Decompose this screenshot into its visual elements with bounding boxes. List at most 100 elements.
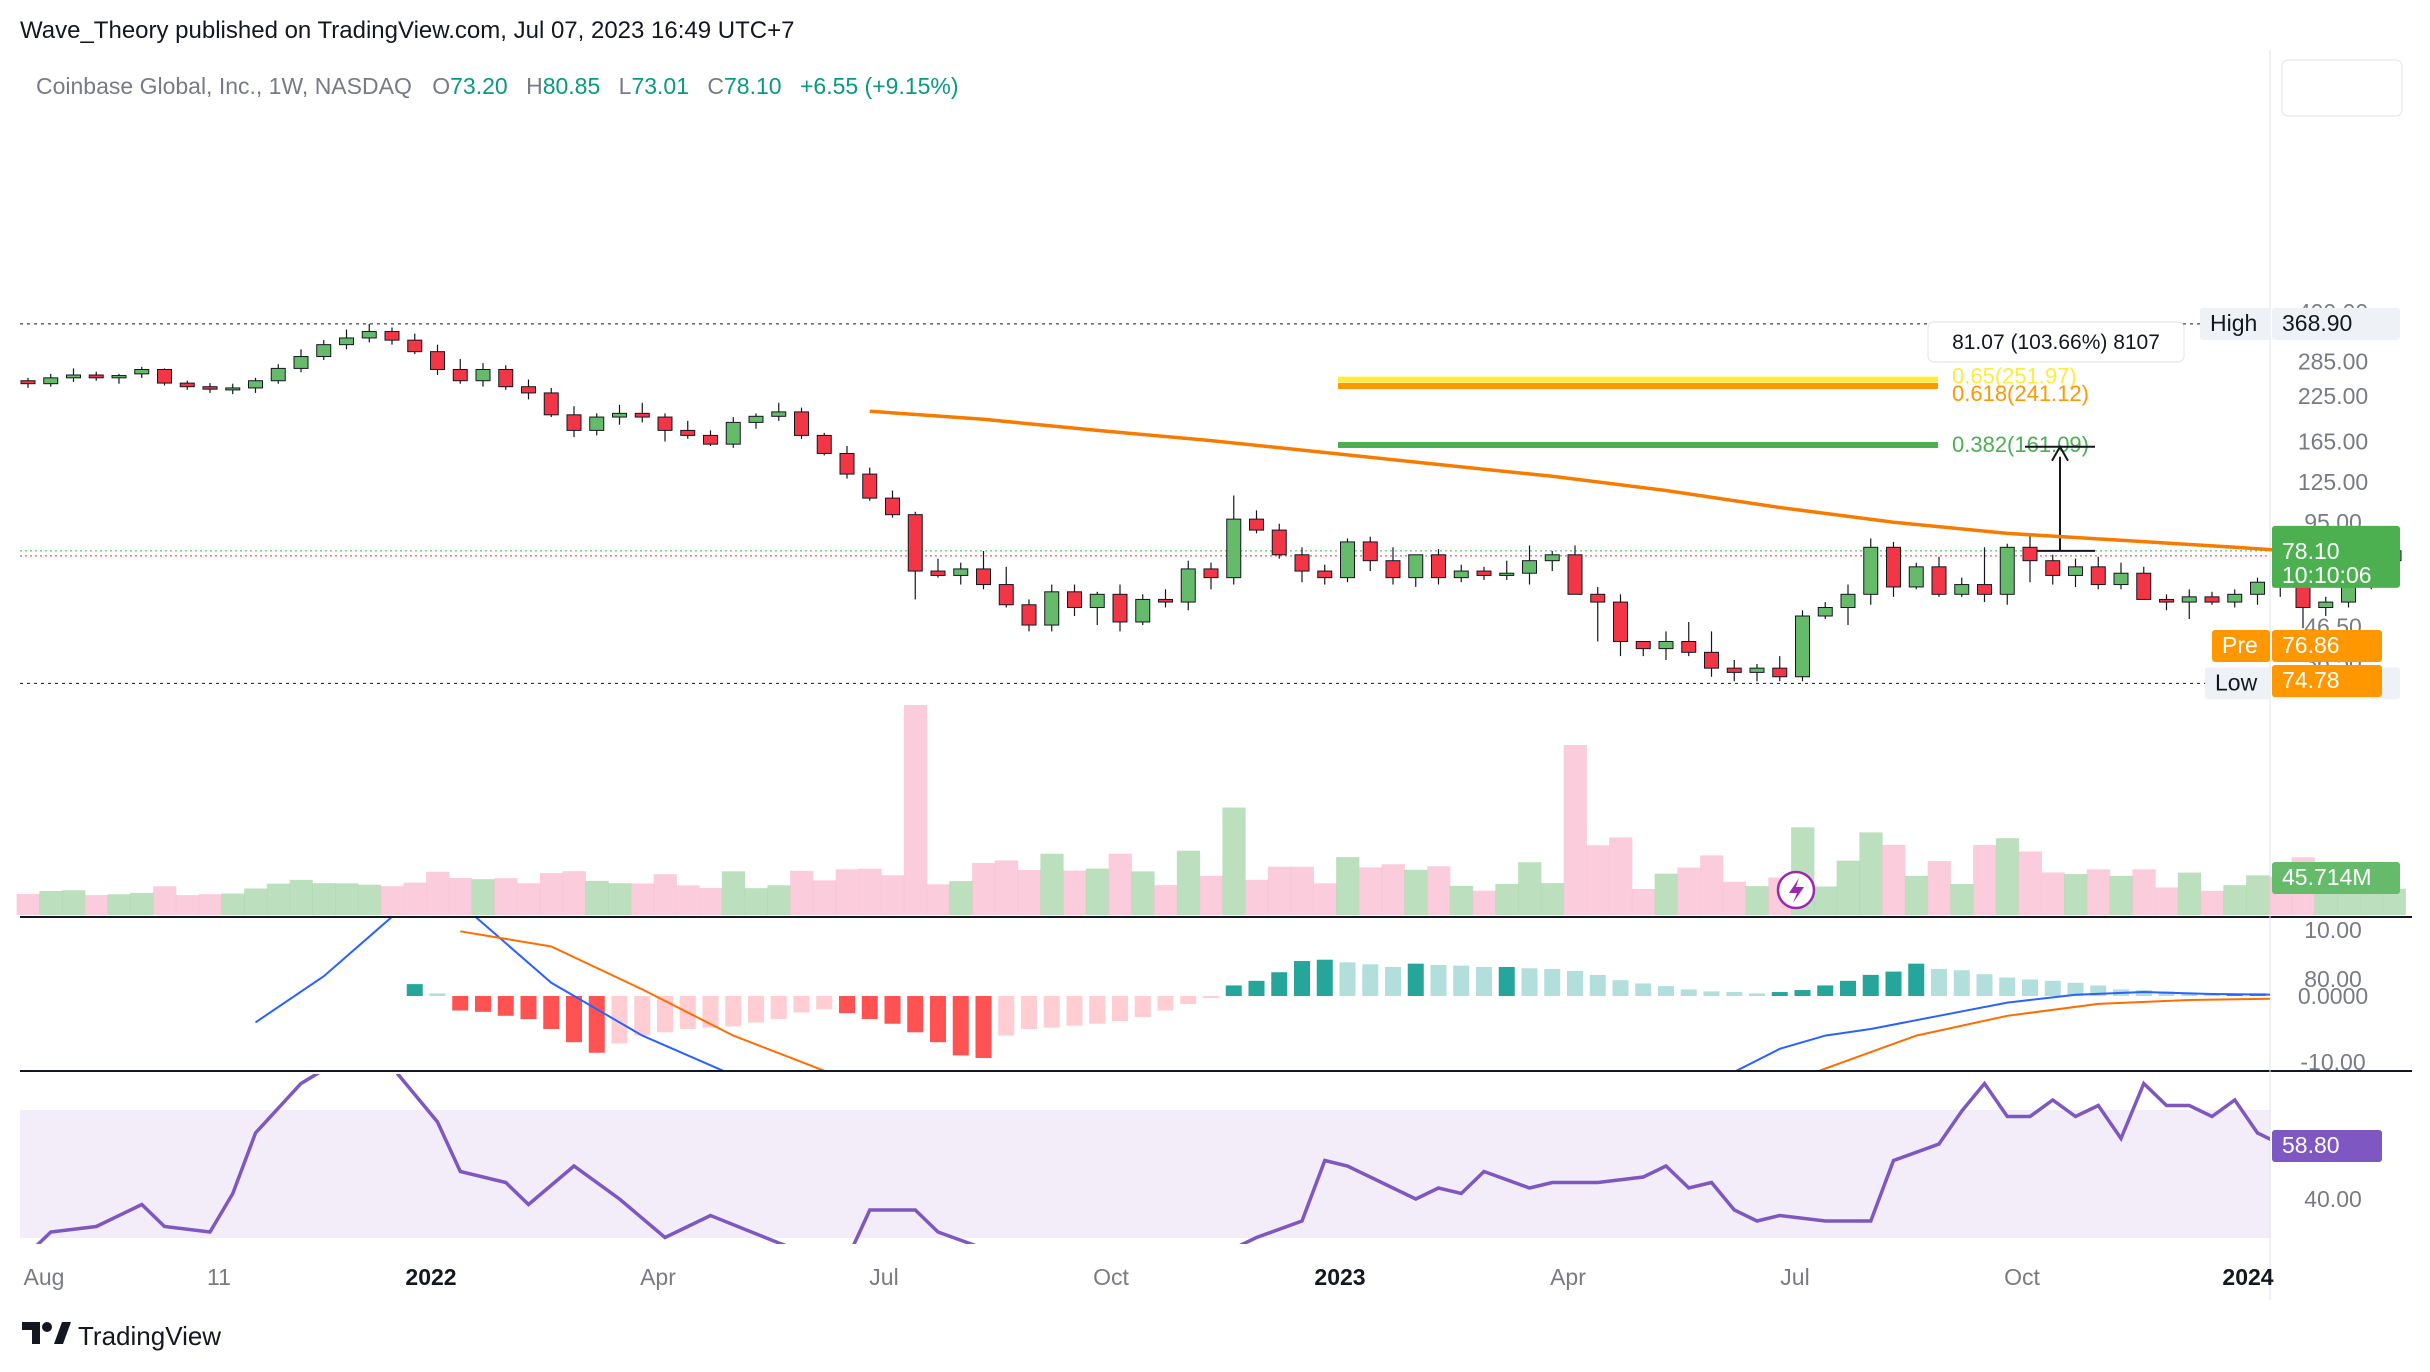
time-tick: Apr bbox=[1550, 1264, 1586, 1290]
volume-bar bbox=[881, 875, 905, 915]
rsi-tick: 80.00 bbox=[2304, 966, 2362, 992]
candle-body bbox=[202, 386, 218, 390]
candle-down bbox=[1635, 640, 1651, 657]
candle-down bbox=[1476, 566, 1492, 580]
macd-histogram-bar bbox=[1885, 971, 1902, 996]
volume-bar bbox=[835, 869, 859, 915]
volume-bar bbox=[790, 870, 814, 915]
volume-bar bbox=[972, 863, 996, 915]
volume-bar bbox=[1495, 883, 1519, 915]
candle-up bbox=[361, 323, 377, 343]
candle-body bbox=[1271, 529, 1287, 556]
volume-bar bbox=[767, 885, 791, 915]
volume-bar bbox=[2200, 890, 2224, 915]
volume-bar bbox=[312, 883, 336, 915]
volume-bar bbox=[153, 886, 177, 915]
volume-bar bbox=[1745, 886, 1769, 915]
candle-down bbox=[2090, 556, 2106, 590]
macd-histogram-bar bbox=[1316, 959, 1333, 996]
high-tag: High bbox=[2210, 310, 2257, 336]
macd-histogram-bar bbox=[566, 996, 582, 1043]
pre-tag: Pre bbox=[2222, 632, 2258, 658]
volume-bar bbox=[62, 890, 86, 915]
candle-body bbox=[1476, 570, 1492, 576]
time-tick: 2022 bbox=[405, 1264, 456, 1290]
time-tick: 2023 bbox=[1314, 1264, 1365, 1290]
candle-body bbox=[589, 416, 605, 431]
candle-up bbox=[1453, 564, 1469, 583]
candle-body bbox=[1135, 598, 1151, 623]
macd-histogram-bar bbox=[1612, 980, 1629, 996]
macd-histogram-bar bbox=[429, 993, 446, 996]
volume-bar bbox=[1358, 867, 1383, 915]
volume-bar bbox=[1700, 855, 1724, 915]
volume-bar bbox=[84, 895, 109, 915]
high-tag-bg bbox=[2200, 307, 2270, 340]
macd-tick: -10.00 bbox=[2300, 1049, 2365, 1075]
macd-histogram-bar bbox=[1112, 996, 1128, 1022]
volume-bar bbox=[1245, 879, 1269, 915]
candle-body bbox=[1158, 598, 1173, 603]
macd-histogram-bar bbox=[1134, 996, 1151, 1018]
chart-settings-button[interactable] bbox=[2281, 59, 2403, 117]
macd-histogram-bar bbox=[1589, 974, 1606, 996]
macd-histogram-bar bbox=[475, 996, 491, 1012]
candle-down bbox=[179, 380, 195, 390]
candle-body bbox=[1317, 570, 1333, 579]
macd-histogram-bar bbox=[770, 996, 787, 1020]
macd-histogram-bar bbox=[2272, 994, 2288, 996]
candle-up bbox=[1135, 594, 1151, 626]
macd-histogram-bar bbox=[1749, 993, 1765, 996]
price-tick: 165.00 bbox=[2298, 428, 2368, 454]
macd-histogram-bar bbox=[1021, 996, 1037, 1029]
macd-histogram-bar bbox=[406, 984, 423, 996]
macd-histogram-bar bbox=[1248, 980, 1265, 996]
candle-up bbox=[1795, 610, 1810, 682]
axes: 400.00285.00225.00165.00125.0095.0046.50… bbox=[24, 299, 2400, 1290]
price-tick: 225.00 bbox=[2298, 383, 2368, 409]
volume-bar bbox=[16, 893, 40, 915]
candle-body bbox=[1544, 554, 1560, 562]
volume-bar bbox=[39, 890, 63, 915]
volume-bar bbox=[630, 883, 655, 915]
candle-body bbox=[1567, 554, 1583, 595]
volume-bar bbox=[471, 879, 495, 915]
volume-bar bbox=[1518, 862, 1542, 915]
volume-bar bbox=[1654, 873, 1678, 915]
candle-down bbox=[1613, 594, 1628, 657]
volume-bar bbox=[2018, 851, 2042, 915]
candle-body bbox=[1772, 667, 1788, 678]
macd-histogram-bar bbox=[2181, 992, 2198, 996]
high-value: 368.90 bbox=[2282, 310, 2352, 336]
candle-body bbox=[225, 387, 241, 391]
time-tick: Jul bbox=[869, 1264, 898, 1290]
candle-body bbox=[1044, 591, 1060, 626]
price-tick: 125.00 bbox=[2298, 469, 2368, 495]
volume-bar bbox=[1586, 845, 1610, 915]
candle-body bbox=[862, 473, 878, 499]
candle-body bbox=[521, 386, 536, 394]
volume-bar bbox=[1449, 885, 1474, 915]
macd-histogram-bar bbox=[497, 996, 514, 1016]
macd-histogram-bar bbox=[1225, 985, 1242, 996]
volume-bar bbox=[721, 871, 746, 915]
candle-body bbox=[111, 375, 127, 379]
volume-bar bbox=[380, 886, 404, 915]
measure-label: 81.07 (103.66%) 8107 bbox=[1952, 331, 2160, 354]
candles bbox=[20, 323, 2402, 682]
candle-body bbox=[998, 584, 1014, 606]
candle-up bbox=[953, 562, 969, 585]
candle-body bbox=[634, 412, 650, 418]
candle-down bbox=[1681, 621, 1697, 657]
candle-up bbox=[1658, 631, 1674, 661]
tradingview-logo bbox=[22, 1322, 71, 1344]
volume-bar bbox=[949, 881, 973, 915]
macd-histogram-bar bbox=[1862, 974, 1879, 996]
time-tick: Oct bbox=[2004, 1264, 2040, 1290]
macd-histogram-bar bbox=[1453, 965, 1470, 996]
macd-histogram-bar bbox=[2158, 991, 2175, 996]
candle-down bbox=[794, 407, 809, 439]
volume-bar bbox=[858, 868, 882, 915]
candle-body bbox=[2295, 586, 2311, 608]
